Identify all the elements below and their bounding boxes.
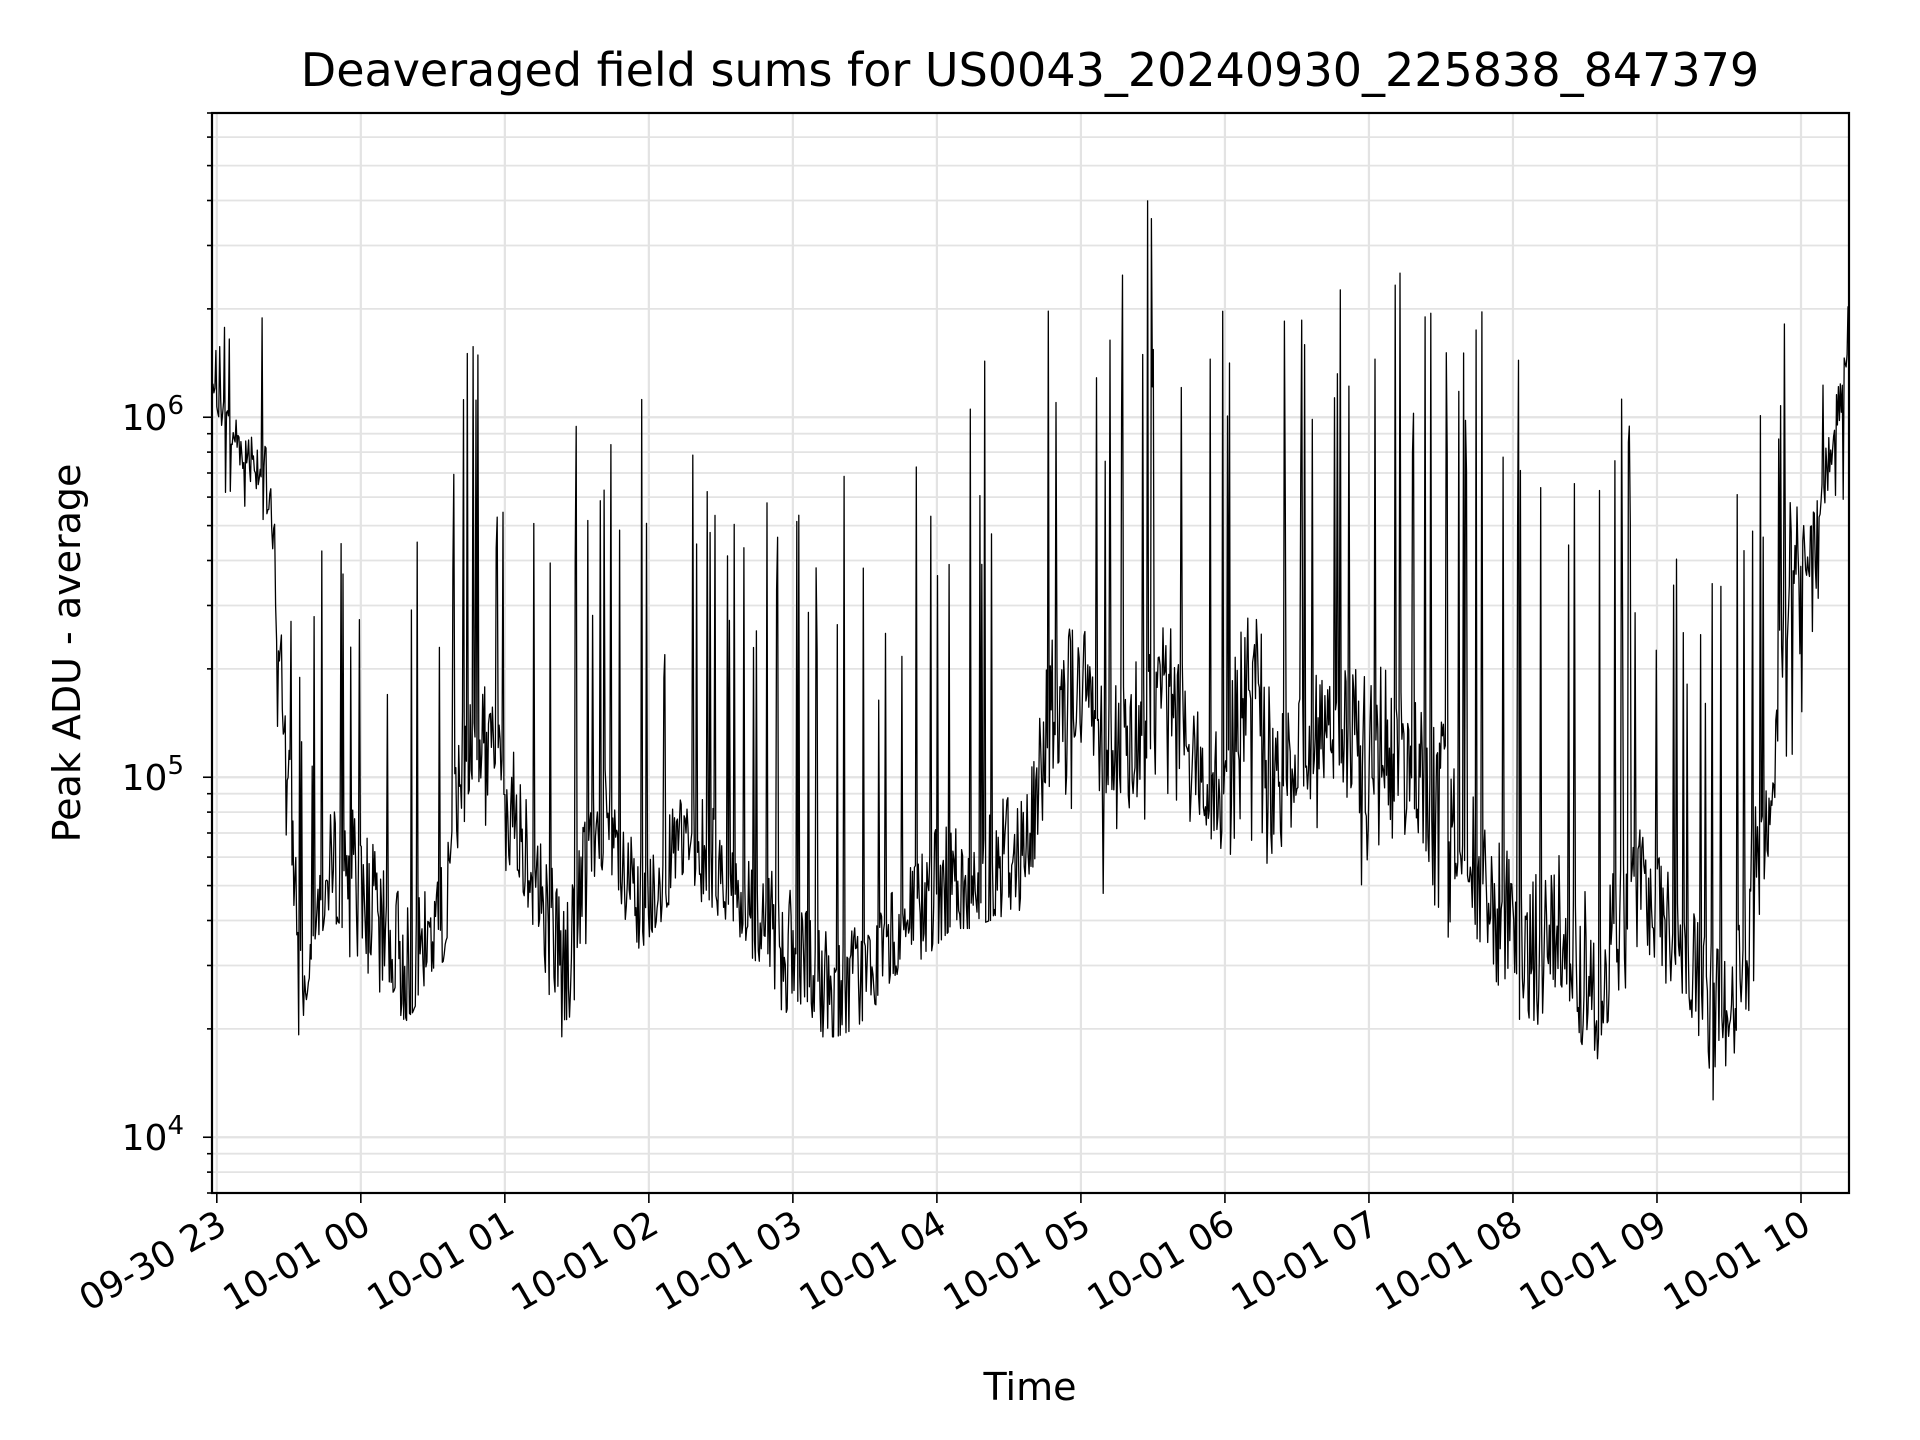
y-tick-label: 106 — [122, 391, 184, 439]
chart-title: Deaveraged field sums for US0043_2024093… — [301, 43, 1759, 97]
plot-frame — [210, 111, 1851, 1195]
y-tick-label: 104 — [122, 1111, 184, 1159]
y-axis-label: Peak ADU - average — [45, 464, 89, 843]
series-line — [211, 200, 1850, 1101]
data-series — [211, 200, 1850, 1101]
y-tick-label: 105 — [122, 751, 184, 799]
x-axis-label: Time — [983, 1365, 1077, 1409]
